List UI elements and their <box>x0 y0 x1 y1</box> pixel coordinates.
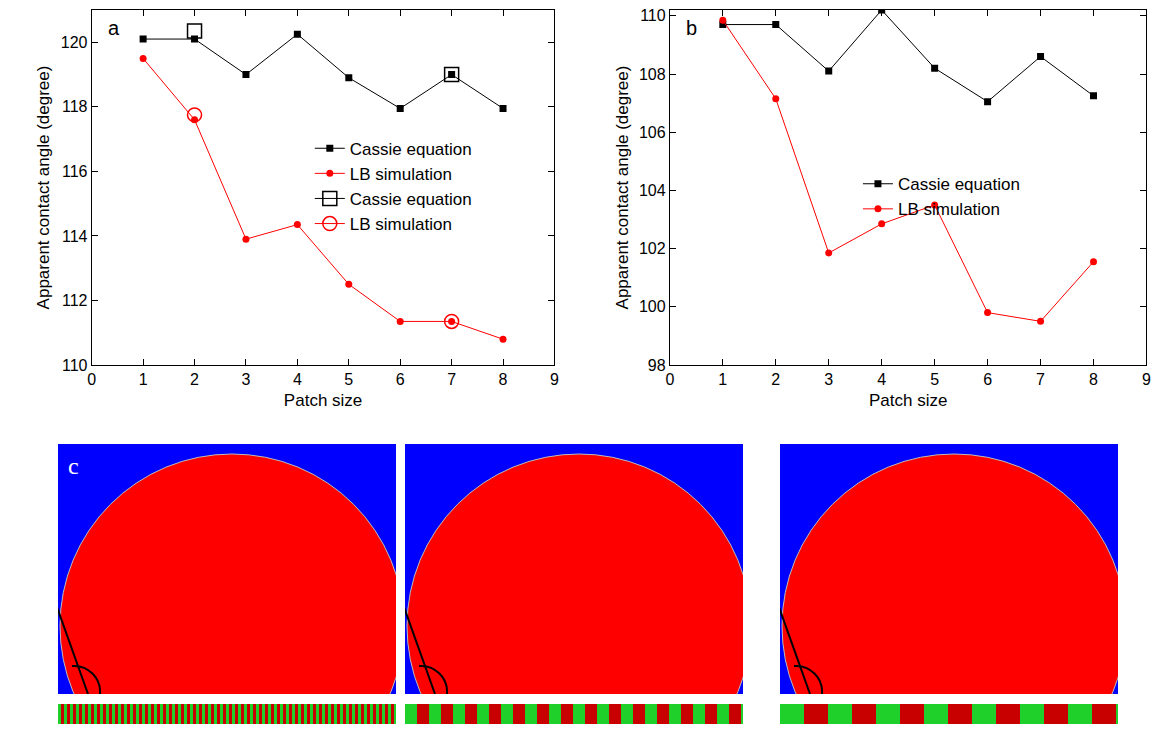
svg-text:116: 116 <box>62 163 88 180</box>
svg-text:102: 102 <box>639 240 666 257</box>
svg-text:LB simulation: LB simulation <box>350 215 452 234</box>
svg-text:7: 7 <box>447 371 456 388</box>
svg-text:LB simulation: LB simulation <box>350 165 452 184</box>
svg-text:6: 6 <box>983 371 992 388</box>
svg-text:0: 0 <box>665 371 674 388</box>
svg-text:7: 7 <box>1036 371 1045 388</box>
svg-text:9: 9 <box>550 371 559 388</box>
svg-text:108: 108 <box>639 66 666 83</box>
svg-text:104: 104 <box>639 182 666 199</box>
svg-text:8: 8 <box>499 371 508 388</box>
svg-text:8: 8 <box>1089 371 1098 388</box>
svg-text:Patch size: Patch size <box>284 391 362 410</box>
svg-text:6: 6 <box>396 371 405 388</box>
svg-text:106: 106 <box>639 124 666 141</box>
svg-text:0: 0 <box>87 371 96 388</box>
svg-text:100: 100 <box>639 298 666 315</box>
svg-text:110: 110 <box>640 7 666 24</box>
svg-text:a: a <box>108 17 120 39</box>
svg-text:120: 120 <box>61 34 88 51</box>
svg-text:c: c <box>68 453 79 479</box>
svg-text:Cassie equation: Cassie equation <box>350 140 472 159</box>
svg-text:114: 114 <box>62 228 88 245</box>
svg-text:4: 4 <box>293 371 302 388</box>
svg-text:1: 1 <box>139 371 148 388</box>
svg-text:110: 110 <box>62 357 88 374</box>
svg-text:Apparent contact angle (degree: Apparent contact angle (degree) <box>613 66 632 310</box>
svg-text:5: 5 <box>930 371 939 388</box>
svg-text:5: 5 <box>344 371 353 388</box>
svg-text:1: 1 <box>718 371 727 388</box>
svg-text:LB simulation: LB simulation <box>898 200 1000 219</box>
svg-text:Cassie equation: Cassie equation <box>350 190 472 209</box>
svg-text:9: 9 <box>1142 371 1151 388</box>
svg-text:Patch size: Patch size <box>869 391 947 410</box>
svg-text:Apparent contact angle (degree: Apparent contact angle (degree) <box>34 66 53 310</box>
svg-text:2: 2 <box>190 371 199 388</box>
svg-text:b: b <box>686 17 697 39</box>
svg-text:4: 4 <box>877 371 886 388</box>
svg-text:3: 3 <box>242 371 251 388</box>
svg-text:3: 3 <box>824 371 833 388</box>
svg-text:118: 118 <box>62 98 88 115</box>
svg-text:2: 2 <box>771 371 780 388</box>
svg-text:98: 98 <box>648 357 666 374</box>
svg-text:112: 112 <box>62 292 88 309</box>
svg-text:Cassie equation: Cassie equation <box>898 175 1020 194</box>
